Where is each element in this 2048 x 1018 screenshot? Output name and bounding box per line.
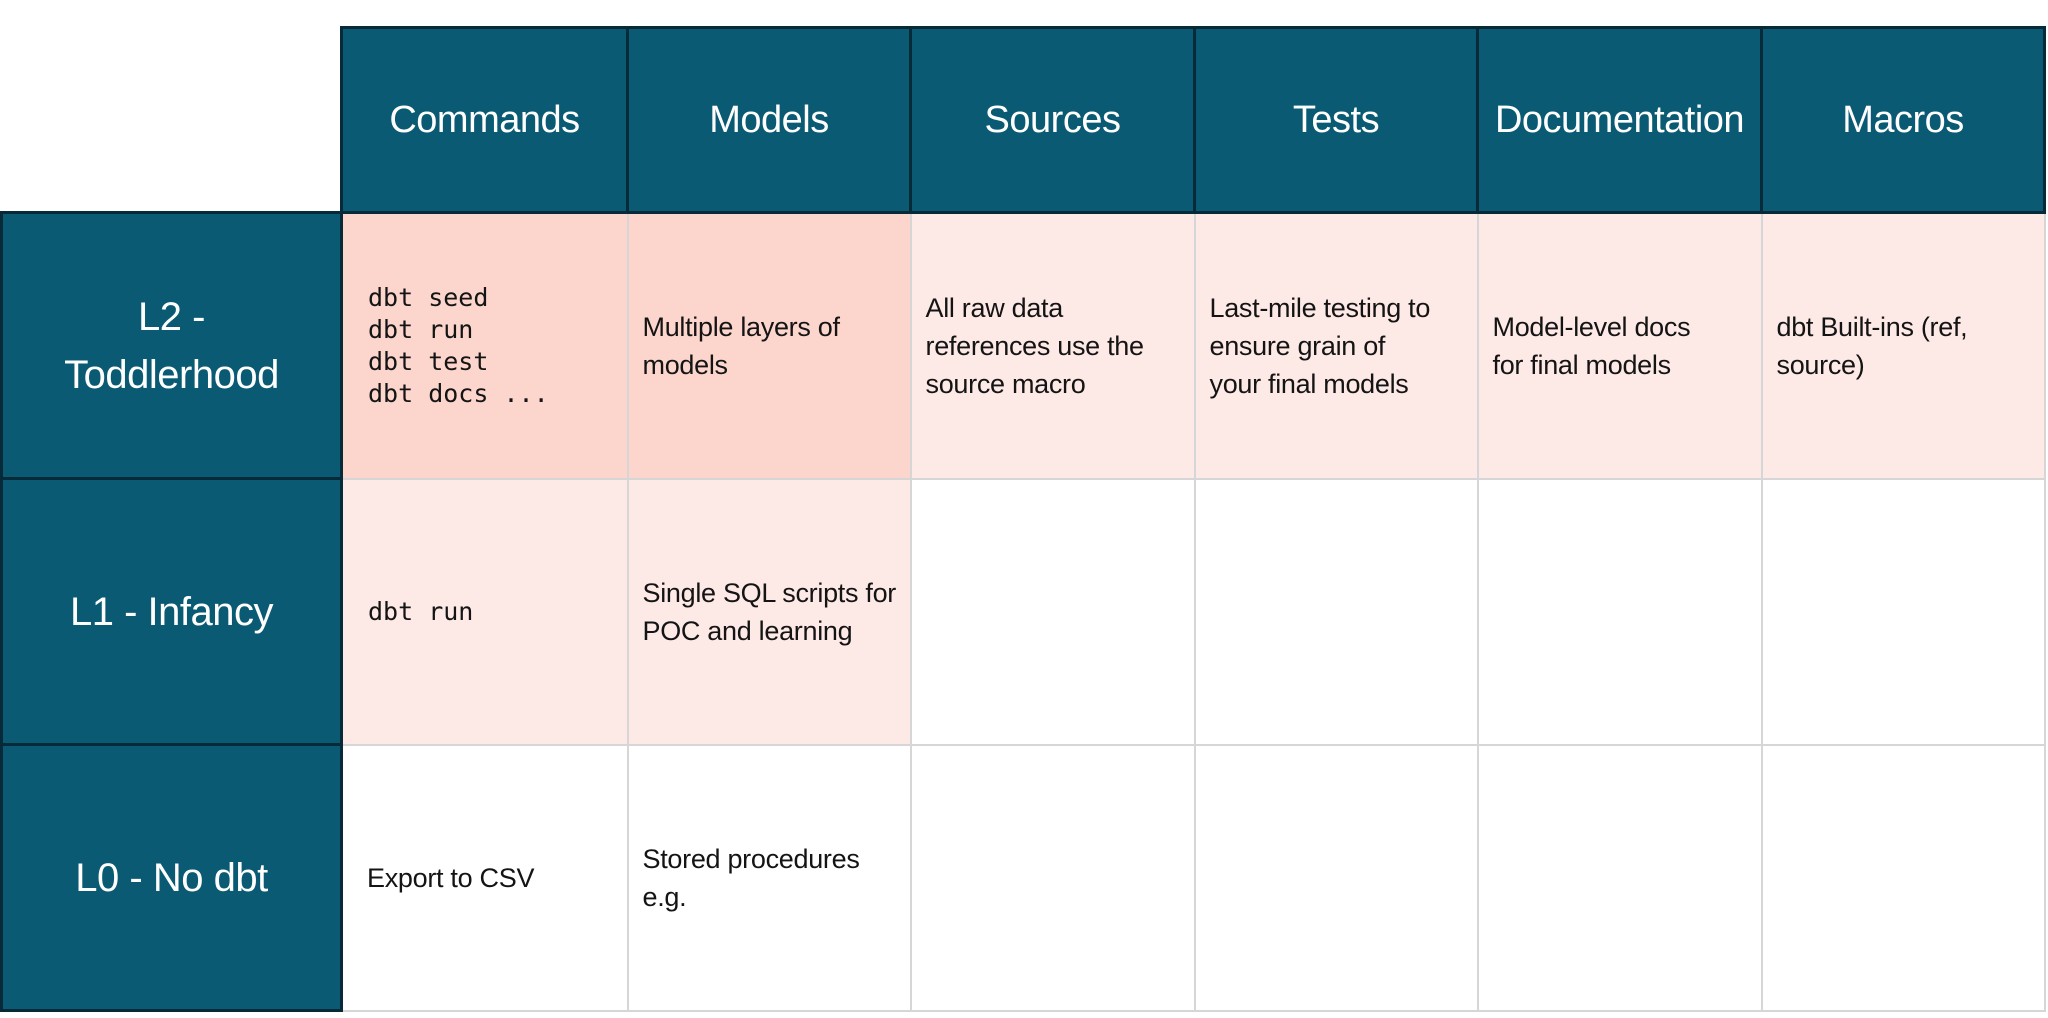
row-l2-toddlerhood: L2 - Toddlerhood dbt seed dbt run dbt te… [0,211,2046,480]
col-header-commands: Commands [340,26,629,214]
row-header-l1: L1 - Infancy [0,477,343,746]
cell-l1-tests [1193,477,1479,746]
cell-l2-sources: All raw data references use the source m… [909,211,1196,480]
cell-l2-tests: Last-mile testing to ensure grain of you… [1193,211,1479,480]
col-header-documentation: Documentation [1476,26,1763,214]
cell-l0-commands: Export to CSV [340,743,629,1012]
cell-l0-documentation [1476,743,1763,1012]
cell-l1-documentation [1476,477,1763,746]
cell-l2-commands: dbt seed dbt run dbt test dbt docs ... [340,211,629,480]
cell-l1-models: Single SQL scripts for POC and learning [626,477,912,746]
cell-l1-commands: dbt run [340,477,629,746]
cell-l2-macros: dbt Built-ins (ref, source) [1760,211,2046,480]
col-header-macros: Macros [1760,26,2046,214]
header-row: Commands Models Sources Tests Documentat… [1,26,2046,214]
cell-l1-macros [1760,477,2046,746]
cell-l0-macros [1760,743,2046,1012]
col-header-sources: Sources [909,26,1196,214]
maturity-matrix-table: Commands Models Sources Tests Documentat… [0,26,2046,1012]
cell-l0-tests [1193,743,1479,1012]
row-l0-no-dbt: L0 - No dbt Export to CSV Stored procedu… [0,743,2046,1012]
row-header-l0: L0 - No dbt [0,743,343,1012]
row-l1-infancy: L1 - Infancy dbt run Single SQL scripts … [0,477,2046,746]
col-header-tests: Tests [1193,26,1479,214]
col-header-models: Models [626,26,912,214]
cell-l2-models: Multiple layers of models [626,211,912,480]
corner-cell [1,27,342,213]
cell-l0-models: Stored procedures e.g. [626,743,912,1012]
cell-l0-sources [909,743,1196,1012]
row-header-l2: L2 - Toddlerhood [0,211,343,480]
cell-l2-documentation: Model-level docs for final models [1476,211,1763,480]
cell-l1-sources [909,477,1196,746]
